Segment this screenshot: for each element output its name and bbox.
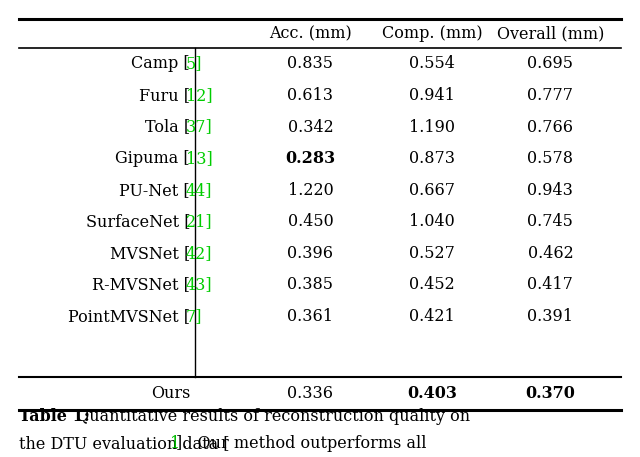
Text: 5]: 5] — [186, 55, 202, 73]
Text: 1: 1 — [170, 435, 180, 452]
Text: 0.527: 0.527 — [409, 244, 455, 262]
Text: 0.283: 0.283 — [285, 150, 335, 167]
Text: 37]: 37] — [186, 118, 212, 136]
Text: 0.336: 0.336 — [287, 384, 333, 402]
Text: Comp. (mm): Comp. (mm) — [381, 25, 483, 42]
Text: 42]: 42] — [186, 244, 212, 262]
Text: 0.391: 0.391 — [527, 308, 573, 325]
Text: Ours: Ours — [150, 384, 190, 402]
Text: SurfaceNet [: SurfaceNet [ — [86, 213, 190, 230]
Text: 0.342: 0.342 — [287, 118, 333, 136]
Text: R-MVSNet [: R-MVSNet [ — [92, 276, 190, 293]
Text: 0.421: 0.421 — [409, 308, 455, 325]
Text: 0.835: 0.835 — [287, 55, 333, 73]
Text: PointMVSNet [: PointMVSNet [ — [68, 308, 190, 325]
Text: 0.766: 0.766 — [527, 118, 573, 136]
Text: 0.361: 0.361 — [287, 308, 333, 325]
Text: 0.417: 0.417 — [527, 276, 573, 293]
Text: 0.452: 0.452 — [409, 276, 455, 293]
Text: 0.943: 0.943 — [527, 181, 573, 199]
Text: 0.667: 0.667 — [409, 181, 455, 199]
Text: Table 1:: Table 1: — [19, 408, 90, 425]
Text: 0.554: 0.554 — [409, 55, 455, 73]
Text: 0.745: 0.745 — [527, 213, 573, 230]
Text: ].  Our method outperforms all: ]. Our method outperforms all — [176, 435, 427, 452]
Text: 0.941: 0.941 — [409, 87, 455, 104]
Text: 1.220: 1.220 — [287, 181, 333, 199]
Text: Camp [: Camp [ — [131, 55, 190, 73]
Text: 12]: 12] — [186, 87, 212, 104]
Text: 1.040: 1.040 — [409, 213, 455, 230]
Text: 7]: 7] — [186, 308, 202, 325]
Text: Overall (mm): Overall (mm) — [497, 25, 604, 42]
Text: 21]: 21] — [186, 213, 212, 230]
Text: 0.613: 0.613 — [287, 87, 333, 104]
Text: Acc. (mm): Acc. (mm) — [269, 25, 352, 42]
Text: 0.777: 0.777 — [527, 87, 573, 104]
Text: 0.396: 0.396 — [287, 244, 333, 262]
Text: 0.370: 0.370 — [525, 384, 575, 402]
Text: 0.403: 0.403 — [407, 384, 457, 402]
Text: 13]: 13] — [186, 150, 212, 167]
Text: the DTU evaluation data [: the DTU evaluation data [ — [19, 435, 230, 452]
Text: 0.462: 0.462 — [527, 244, 573, 262]
Text: PU-Net [: PU-Net [ — [120, 181, 190, 199]
Text: 0.450: 0.450 — [287, 213, 333, 230]
Text: 43]: 43] — [186, 276, 212, 293]
Text: 0.695: 0.695 — [527, 55, 573, 73]
Text: 0.873: 0.873 — [409, 150, 455, 167]
Text: 1.190: 1.190 — [409, 118, 455, 136]
Text: Tola [: Tola [ — [145, 118, 190, 136]
Text: Furu [: Furu [ — [139, 87, 190, 104]
Text: MVSNet [: MVSNet [ — [110, 244, 190, 262]
Text: Gipuma [: Gipuma [ — [115, 150, 190, 167]
Text: Quantitative results of reconstruction quality on: Quantitative results of reconstruction q… — [66, 408, 470, 425]
Text: 0.578: 0.578 — [527, 150, 573, 167]
Text: 44]: 44] — [186, 181, 212, 199]
Text: 0.385: 0.385 — [287, 276, 333, 293]
